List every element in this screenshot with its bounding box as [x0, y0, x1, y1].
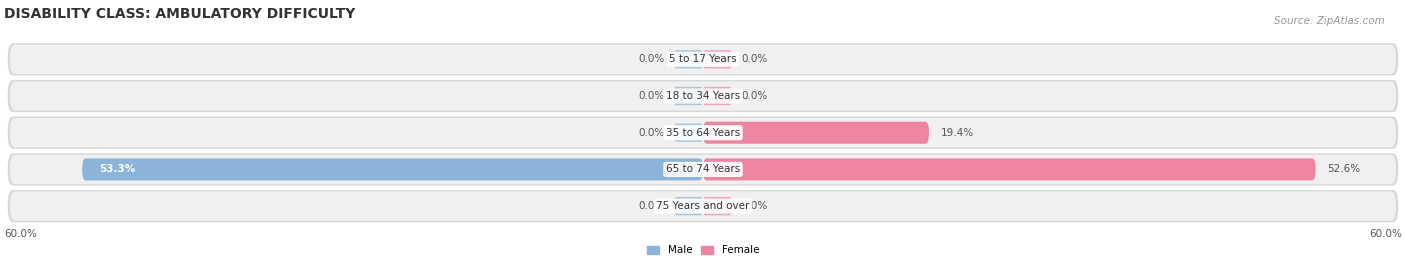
FancyBboxPatch shape: [673, 87, 703, 105]
Text: 60.0%: 60.0%: [4, 229, 37, 239]
FancyBboxPatch shape: [82, 158, 703, 180]
FancyBboxPatch shape: [10, 45, 1396, 74]
FancyBboxPatch shape: [703, 87, 733, 105]
FancyBboxPatch shape: [7, 190, 1399, 222]
FancyBboxPatch shape: [10, 192, 1396, 221]
Text: 19.4%: 19.4%: [941, 128, 974, 138]
Legend: Male, Female: Male, Female: [643, 241, 763, 260]
Text: 0.0%: 0.0%: [638, 201, 665, 211]
FancyBboxPatch shape: [703, 122, 929, 144]
FancyBboxPatch shape: [7, 116, 1399, 149]
FancyBboxPatch shape: [10, 81, 1396, 111]
FancyBboxPatch shape: [10, 155, 1396, 184]
Text: 75 Years and over: 75 Years and over: [657, 201, 749, 211]
Text: DISABILITY CLASS: AMBULATORY DIFFICULTY: DISABILITY CLASS: AMBULATORY DIFFICULTY: [4, 7, 356, 21]
Text: 0.0%: 0.0%: [638, 128, 665, 138]
Text: 0.0%: 0.0%: [741, 201, 768, 211]
Text: 65 to 74 Years: 65 to 74 Years: [666, 164, 740, 174]
Text: 35 to 64 Years: 35 to 64 Years: [666, 128, 740, 138]
FancyBboxPatch shape: [7, 43, 1399, 75]
Text: 5 to 17 Years: 5 to 17 Years: [669, 54, 737, 64]
Text: Source: ZipAtlas.com: Source: ZipAtlas.com: [1274, 16, 1385, 26]
FancyBboxPatch shape: [673, 50, 703, 69]
FancyBboxPatch shape: [703, 158, 1316, 180]
FancyBboxPatch shape: [703, 50, 733, 69]
Text: 52.6%: 52.6%: [1327, 164, 1361, 174]
Text: 0.0%: 0.0%: [741, 91, 768, 101]
FancyBboxPatch shape: [673, 123, 703, 142]
FancyBboxPatch shape: [7, 80, 1399, 112]
Text: 60.0%: 60.0%: [1369, 229, 1402, 239]
Text: 0.0%: 0.0%: [638, 91, 665, 101]
Text: 0.0%: 0.0%: [638, 54, 665, 64]
FancyBboxPatch shape: [7, 153, 1399, 186]
FancyBboxPatch shape: [10, 118, 1396, 147]
Text: 18 to 34 Years: 18 to 34 Years: [666, 91, 740, 101]
FancyBboxPatch shape: [673, 197, 703, 215]
Text: 53.3%: 53.3%: [100, 164, 136, 174]
Text: 0.0%: 0.0%: [741, 54, 768, 64]
FancyBboxPatch shape: [703, 197, 733, 215]
